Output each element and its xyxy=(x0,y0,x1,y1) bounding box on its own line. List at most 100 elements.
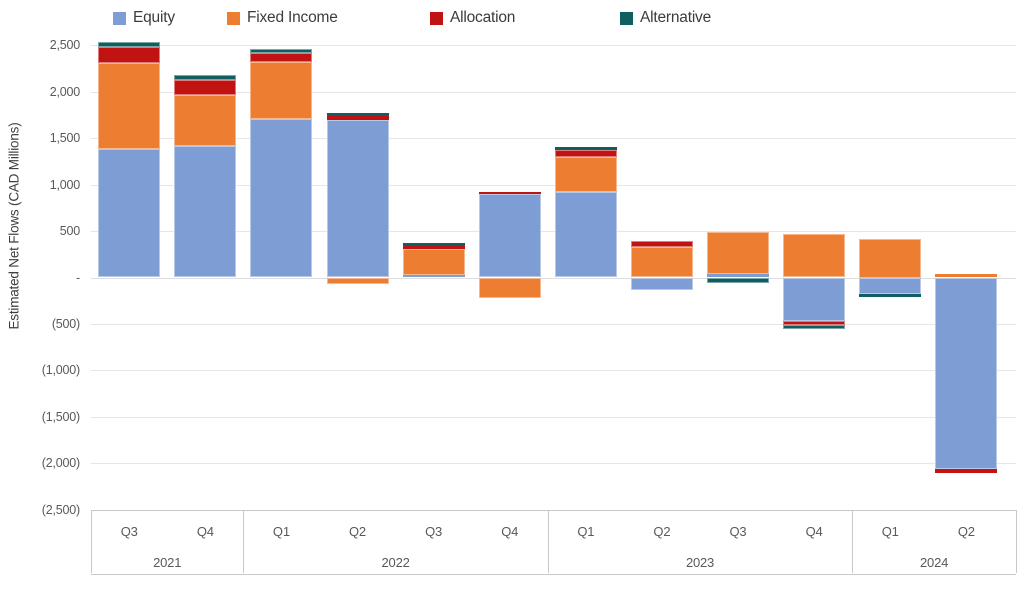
quarter-label: Q4 xyxy=(196,524,214,539)
gridline xyxy=(91,138,1016,140)
bar-segment[interactable] xyxy=(935,469,998,473)
gridline xyxy=(91,45,1016,47)
bar-segment[interactable] xyxy=(402,242,465,246)
bar-segment[interactable] xyxy=(859,294,922,298)
gridline xyxy=(91,277,1016,279)
y-tick-label: 1,000 xyxy=(49,177,80,192)
y-tick-label: (2,000) xyxy=(41,456,80,471)
bar-segment[interactable] xyxy=(174,79,237,95)
bar-segment[interactable] xyxy=(783,277,846,322)
year-group-divider xyxy=(243,509,245,573)
gridline xyxy=(91,370,1016,372)
bar-segment[interactable] xyxy=(554,149,617,158)
bar-segment[interactable] xyxy=(935,274,998,278)
bar-segment[interactable] xyxy=(174,75,237,80)
y-tick-label: 1,500 xyxy=(49,131,80,146)
bar-segment[interactable] xyxy=(326,113,389,117)
gridline xyxy=(91,91,1016,93)
quarter-label: Q2 xyxy=(957,524,975,539)
y-tick-label: 2,000 xyxy=(49,84,80,99)
bar-segment[interactable] xyxy=(630,246,693,278)
bar-segment[interactable] xyxy=(402,275,465,278)
bar-segment[interactable] xyxy=(554,157,617,192)
quarter-label: Q3 xyxy=(425,524,443,539)
bar-segment[interactable] xyxy=(98,47,161,63)
y-tick-label: - xyxy=(76,270,80,285)
x-axis-frame xyxy=(91,509,1016,575)
gridline xyxy=(91,231,1016,233)
bar-segment[interactable] xyxy=(250,53,313,62)
legend-item-fixed-income[interactable]: Fixed Income xyxy=(227,6,338,30)
bar-segment[interactable] xyxy=(98,63,161,149)
year-group-divider xyxy=(852,509,854,573)
quarter-label: Q4 xyxy=(805,524,823,539)
gridline xyxy=(91,416,1016,418)
bar-segment[interactable] xyxy=(250,118,313,278)
bar-segment[interactable] xyxy=(554,147,617,150)
bar-segment[interactable] xyxy=(250,61,313,119)
bar-segment[interactable] xyxy=(783,234,846,278)
bar-segment[interactable] xyxy=(783,321,846,326)
fixed-income-swatch-icon xyxy=(227,11,240,25)
alternative-swatch-icon xyxy=(620,11,633,25)
equity-swatch-icon xyxy=(113,11,126,25)
bar-segment[interactable] xyxy=(478,277,541,298)
bar-segment[interactable] xyxy=(174,95,237,146)
bar-segment[interactable] xyxy=(554,192,617,278)
bar-segment[interactable] xyxy=(783,325,846,330)
bar-segment[interactable] xyxy=(630,277,693,290)
bar-segment[interactable] xyxy=(402,249,465,276)
y-tick-label: (500) xyxy=(51,316,80,331)
gridline xyxy=(91,184,1016,186)
bar-segment[interactable] xyxy=(859,277,922,295)
year-group-divider xyxy=(547,509,549,573)
gridline xyxy=(91,463,1016,465)
quarter-label: Q1 xyxy=(577,524,595,539)
y-tick-label: (2,500) xyxy=(41,502,80,517)
legend-item-allocation[interactable]: Allocation xyxy=(430,6,515,30)
bar-segment[interactable] xyxy=(326,277,389,284)
bar-segment[interactable] xyxy=(935,277,998,470)
y-tick-label: 2,500 xyxy=(49,38,80,53)
quarter-label: Q1 xyxy=(272,524,290,539)
legend-label: Allocation xyxy=(450,9,516,26)
quarter-label: Q3 xyxy=(729,524,747,539)
bar-segment[interactable] xyxy=(707,277,769,283)
y-tick-label: (1,500) xyxy=(41,409,80,424)
bar-segment[interactable] xyxy=(478,192,541,195)
bar-segment[interactable] xyxy=(326,116,389,120)
bar-segment[interactable] xyxy=(859,239,922,278)
legend-label: Fixed Income xyxy=(247,9,338,26)
quarter-label: Q2 xyxy=(349,524,366,539)
quarter-label: Q2 xyxy=(653,524,671,539)
gridline xyxy=(91,323,1016,325)
year-label: 2021 xyxy=(153,555,182,570)
bar-segment[interactable] xyxy=(98,42,161,48)
bar-segment[interactable] xyxy=(174,145,237,278)
y-tick-label: (1,000) xyxy=(41,363,80,378)
bar-segment[interactable] xyxy=(98,148,161,278)
bar-segment[interactable] xyxy=(630,240,693,247)
year-group-divider xyxy=(1016,509,1017,573)
legend-item-equity[interactable]: Equity xyxy=(113,6,175,30)
bar-segment[interactable] xyxy=(250,49,313,54)
quarter-label: Q1 xyxy=(881,524,899,539)
bar-segment[interactable] xyxy=(707,274,769,278)
year-label: 2024 xyxy=(920,555,949,570)
bar-segment[interactable] xyxy=(326,119,389,278)
quarter-label: Q3 xyxy=(120,524,138,539)
quarter-label: Q4 xyxy=(501,524,519,539)
legend-item-alternative[interactable]: Alternative xyxy=(620,6,711,30)
allocation-swatch-icon xyxy=(430,11,443,25)
legend-label: Alternative xyxy=(640,9,712,26)
bar-segment[interactable] xyxy=(402,245,465,250)
y-tick-label: 500 xyxy=(59,224,80,239)
bar-segment[interactable] xyxy=(478,194,541,278)
legend-label: Equity xyxy=(133,9,175,26)
year-group-divider xyxy=(91,509,92,573)
chart-legend: Equity Fixed Income Allocation Alternati… xyxy=(0,6,1019,30)
bar-segment[interactable] xyxy=(707,232,769,275)
year-label: 2022 xyxy=(381,555,410,570)
year-label: 2023 xyxy=(685,555,715,570)
